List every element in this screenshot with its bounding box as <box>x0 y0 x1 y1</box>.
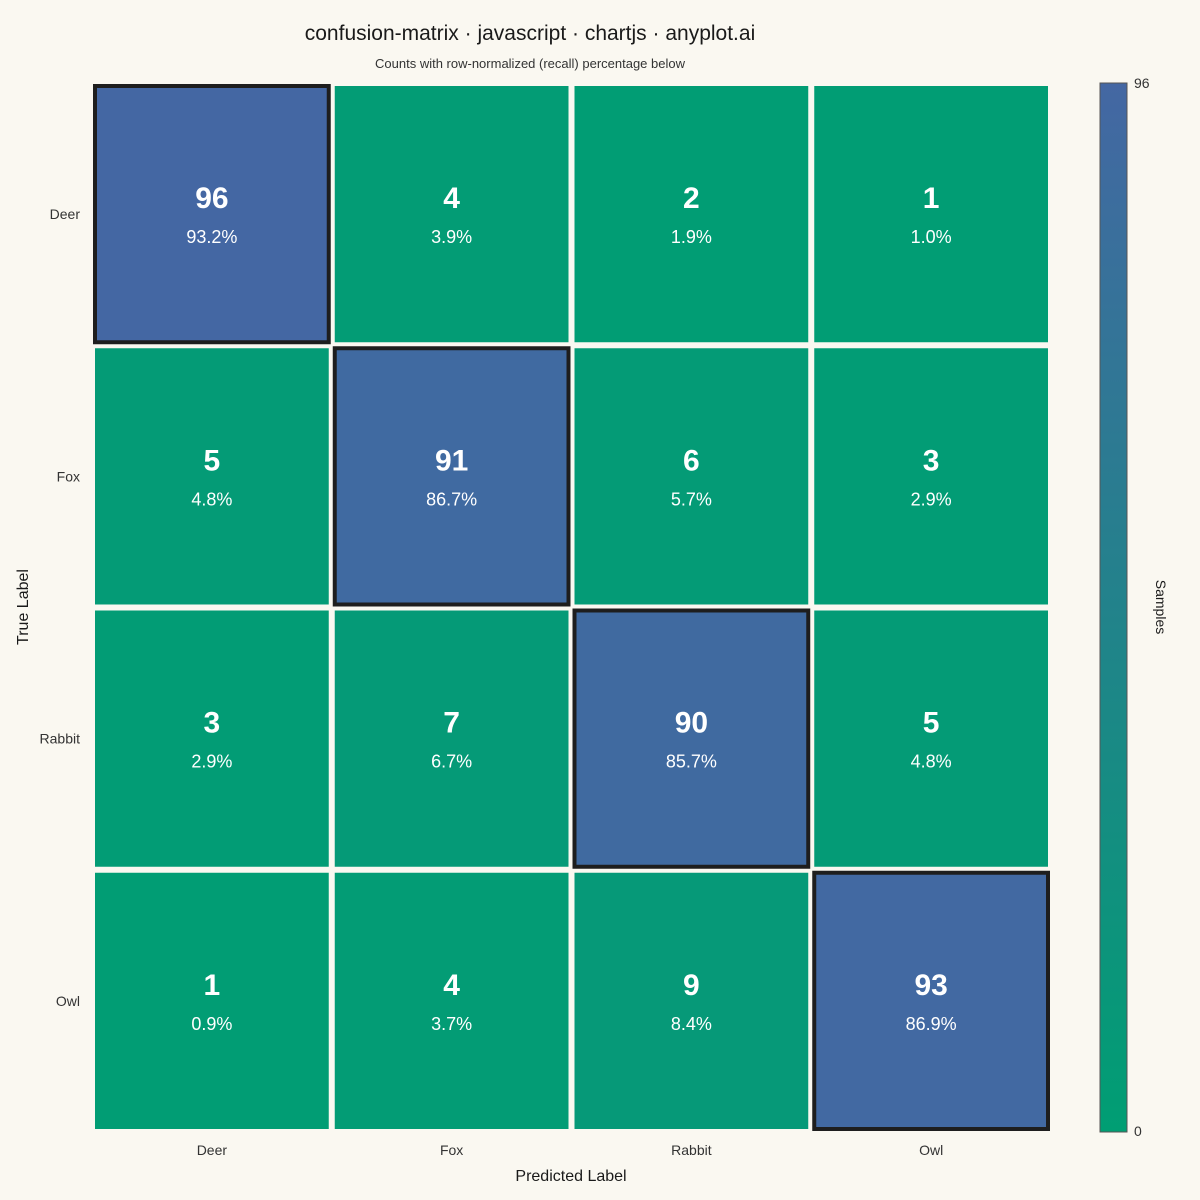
cell-count-label: 5 <box>923 707 940 740</box>
heatmap-cell <box>334 610 569 867</box>
y-tick-label: Deer <box>50 206 81 222</box>
y-tick-label: Fox <box>57 468 80 484</box>
chart-title: confusion-matrix · javascript · chartjs … <box>305 22 756 45</box>
cell-count-label: 3 <box>204 707 221 740</box>
diagonal-highlight <box>572 608 811 869</box>
cell-count-label: 7 <box>443 707 460 740</box>
heatmap-cell <box>574 610 809 867</box>
cell-count-label: 2 <box>683 182 700 215</box>
cell-count-label: 4 <box>443 182 460 215</box>
cell-percentage-label: 86.7% <box>426 489 477 509</box>
cell-percentage-label: 1.9% <box>671 227 712 247</box>
colorbar-max-label: 96 <box>1134 75 1150 91</box>
diagonal-highlight <box>812 870 1050 1131</box>
cell-percentage-label: 1.0% <box>911 227 952 247</box>
cell-count-label: 3 <box>923 444 940 477</box>
cell-percentage-label: 6.7% <box>431 752 472 772</box>
cell-percentage-label: 3.7% <box>431 1014 472 1034</box>
y-tick-labels: Deer Fox Rabbit Owl <box>40 206 81 1009</box>
cell-percentage-label: 93.2% <box>186 227 237 247</box>
cell-count-label: 1 <box>923 182 940 215</box>
y-tick-label: Rabbit <box>40 731 81 747</box>
cell-percentage-label: 2.9% <box>191 752 232 772</box>
x-tick-label: Rabbit <box>671 1142 712 1158</box>
heatmap-cell <box>334 872 569 1129</box>
cell-percentage-label: 85.7% <box>666 752 717 772</box>
cell-percentage-label: 4.8% <box>191 489 232 509</box>
cell-count-label: 91 <box>435 444 468 477</box>
cell-percentage-label: 0.9% <box>191 1014 232 1034</box>
diagonal-highlight <box>93 84 331 345</box>
x-axis-label: Predicted Label <box>515 1168 626 1185</box>
cell-percentage-label: 86.9% <box>906 1014 957 1034</box>
cell-count-label: 96 <box>195 182 228 215</box>
x-tick-label: Owl <box>919 1142 943 1158</box>
x-tick-label: Fox <box>440 1142 463 1158</box>
cell-percentage-label: 5.7% <box>671 489 712 509</box>
cell-percentage-label: 2.9% <box>911 489 952 509</box>
cell-count-label: 9 <box>683 969 700 1002</box>
colorbar-label: Samples <box>1153 580 1169 634</box>
heatmap-cell <box>95 348 329 605</box>
colorbar-min-label: 0 <box>1134 1123 1142 1139</box>
cell-count-label: 90 <box>675 707 708 740</box>
cell-percentage-label: 8.4% <box>671 1014 712 1034</box>
diagonal-highlight <box>332 346 571 607</box>
cell-count-label: 6 <box>683 444 700 477</box>
cell-percentage-label: 3.9% <box>431 227 472 247</box>
heatmap-cell <box>95 610 329 867</box>
x-tick-labels: Deer Fox Rabbit Owl <box>197 1142 943 1158</box>
cell-count-label: 93 <box>914 969 947 1002</box>
colorbar <box>1099 82 1128 1133</box>
y-tick-label: Owl <box>56 993 80 1009</box>
heatmap-cell <box>334 86 569 343</box>
heatmap-cell <box>574 348 809 605</box>
heatmap-cells: 9693.2%43.9%21.9%11.0%54.8%9186.7%65.7%3… <box>93 84 1050 1131</box>
heatmap-cell <box>814 610 1048 867</box>
heatmap-cell <box>334 348 569 605</box>
heatmap-cell <box>95 872 329 1129</box>
x-tick-label: Deer <box>197 1142 228 1158</box>
heatmap-cell <box>574 872 809 1129</box>
cell-percentage-label: 4.8% <box>911 752 952 772</box>
y-axis-label: True Label <box>15 569 32 645</box>
heatmap-cell <box>814 872 1048 1129</box>
chart-subtitle: Counts with row-normalized (recall) perc… <box>375 56 686 71</box>
heatmap-cell <box>95 86 329 343</box>
heatmap-cell <box>814 86 1048 343</box>
heatmap-cell <box>814 348 1048 605</box>
cell-count-label: 4 <box>443 969 460 1002</box>
cell-count-label: 1 <box>204 969 221 1002</box>
cell-count-label: 5 <box>204 444 221 477</box>
heatmap-cell <box>574 86 809 343</box>
